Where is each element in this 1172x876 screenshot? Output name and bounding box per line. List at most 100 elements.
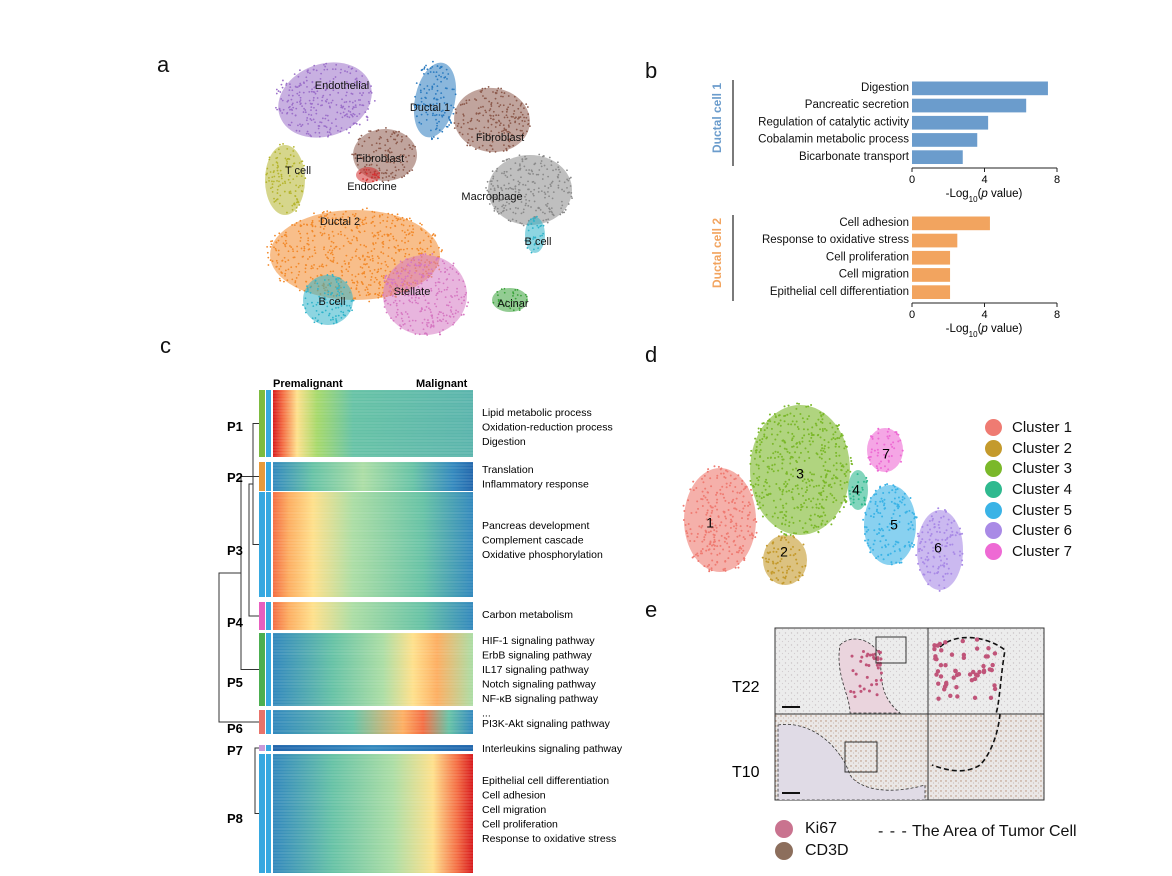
heatmap-header-premalignant: Premalignant [273,378,343,390]
ki67-stain-dot [862,687,866,691]
group-label-ductal-cell-2: Ductal cell 2 [710,218,724,288]
ki67-stain-dot [876,657,880,661]
cluster-side-bar [266,633,271,706]
ki67-stain-dot [849,690,853,694]
ki67-stain-dot [851,669,855,673]
cluster-side-bar [266,754,271,873]
dendro-p1-p3 [252,423,259,545]
ki67-stain-dot [871,653,875,657]
ki67-stain-dot [867,663,871,667]
ki67-stain-dot [956,671,962,677]
bar-ductal-cell-2-4 [912,285,951,299]
cell-type-label: Fibroblast [476,132,524,144]
pathway-term: Epithelial cell differentiation [482,775,609,787]
ki67-stain-dot [879,678,883,682]
legend-cluster-5: Cluster 5 [985,500,1072,521]
bar-ductal-cell-2-0 [912,216,990,231]
heatmap-cluster-p6: P6 PI3K-Akt signaling pathway [227,709,611,736]
heatmap-block [273,390,473,457]
bar-category-label: Digestion [861,82,909,94]
pathway-term: Pancreas development [482,520,589,532]
cluster-label-p2: P2 [227,470,243,485]
ki67-stain-dot [879,671,883,675]
dendro-p7-p8 [254,747,259,814]
pathway-term: Notch signaling pathway [482,679,597,691]
cluster-endocrine-5 [356,167,381,183]
cluster-label-p1: P1 [227,419,243,434]
cluster-color-bar [259,492,265,597]
cluster-swatch-icon [985,542,1002,560]
panel-label-e: e [645,597,658,622]
bar-ductal-cell-2-1 [912,233,958,248]
heatmap-block [273,633,473,706]
ki67-stain-dot [955,694,960,699]
dendro-p2-p5 [240,476,259,670]
cell-type-label: Fibroblast [356,153,404,165]
bar-ductal-cell-1-1 [912,98,1027,113]
legend-cluster-3: Cluster 3 [985,458,1072,479]
cd3d-swatch-icon [775,842,793,860]
t22-tumor-outline [838,638,902,714]
heatmap-block [273,462,473,491]
ki67-stain-dot [938,663,944,668]
ki67-stain-dot [992,683,997,688]
pathway-term: Cell adhesion [482,790,546,802]
pathway-term: NF-κB signaling pathway [482,693,599,705]
cell-type-label: Ductal 1 [410,102,450,114]
ki67-stain-dot [954,685,959,690]
pathway-term: Response to oxidative stress [482,833,616,845]
ki67-stain-dot [876,666,880,670]
tsne-cluster-3 [749,402,854,537]
ki67-stain-dot [949,652,955,657]
ki67-stain-dot [938,674,944,679]
ki67-stain-dot [875,682,879,686]
heatmap-block [273,710,473,734]
ki67-stain-dot [853,695,857,699]
cluster-number-2: 2 [780,544,788,560]
bar-category-label: Cell adhesion [839,217,909,229]
pathway-term: Complement cascade [482,535,584,547]
bar-ductal-cell-1-4 [912,150,963,164]
legend-cluster-6: Cluster 6 [985,520,1072,541]
ki67-stain-dot [872,655,876,659]
ki67-stain-dot [944,682,949,687]
pathway-term: Translation [482,464,534,476]
pathway-term: Oxidation-reduction process [482,422,613,434]
trajectory-heatmap: Premalignant Malignant P1 Lipid metabolic… [218,378,623,873]
legend-cluster-4: Cluster 4 [985,479,1072,500]
cluster-endothelial-0 [275,62,376,138]
tsne-plot-a: Endothelial Ductal 1 Fibroblast T cell Fibro… [265,60,573,336]
tsne-cluster-1 [682,465,758,573]
ki67-stain-dot [933,656,938,661]
cluster-side-bar [266,602,271,630]
ki67-stain-dot [989,667,994,673]
ki67-stain-dot [937,641,943,647]
bar-ductal-cell-2-3 [912,268,951,282]
ki67-stain-dot [934,672,939,677]
ki67-stain-dot [865,654,869,658]
bar-category-label: Regulation of catalytic activity [758,116,909,128]
ki67-swatch-icon [775,820,793,838]
pathway-term: IL17 signaling pathway [482,664,590,676]
x-tick-label: 0 [909,309,915,321]
cluster-t-cell-3 [265,143,307,215]
cluster-side-bar [266,462,271,491]
cluster-number-6: 6 [934,540,942,556]
cluster-number-1: 1 [706,515,714,531]
heatmap-cluster-p4: P4 Carbon metabolism [227,601,573,630]
cluster-fibroblast-2 [453,86,531,153]
cluster-b-cell-9 [302,273,355,325]
ki67-stain-dot [850,654,854,658]
ki67-stain-dot [878,663,882,667]
t10-zoom-tumor-outline [931,713,1001,772]
dendro-p25-p6 [218,572,259,723]
tsne-cluster-7 [867,427,904,473]
pathway-term: PI3K-Akt signaling pathway [482,718,611,730]
ki67-stain-dot [981,669,987,675]
ki67-stain-dot [951,675,956,680]
cluster-label-p3: P3 [227,543,243,558]
bar-category-label: Cell migration [839,269,909,281]
x-tick-label: 8 [1054,309,1060,321]
tsne-cluster-5 [862,483,918,566]
legend-cluster-label: Cluster 6 [1012,522,1073,540]
